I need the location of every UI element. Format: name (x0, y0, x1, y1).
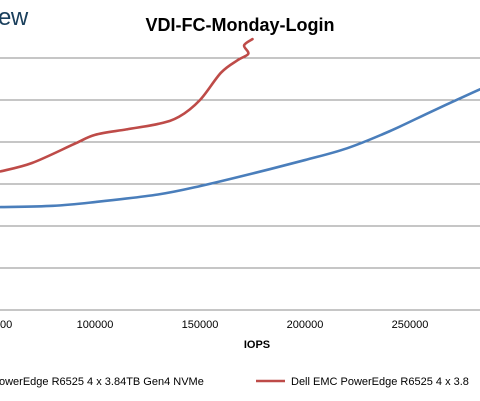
x-tick-label: 200000 (287, 319, 324, 331)
legend-label-series-1: owerEdge R6525 4 x 3.84TB Gen4 NVMe (0, 376, 204, 388)
x-tick-label: 150000 (182, 319, 219, 331)
series-line-1 (0, 87, 480, 209)
gridlines (0, 57, 480, 311)
legend: owerEdge R6525 4 x 3.84TB Gen4 NVMe Dell… (0, 376, 469, 388)
x-tick-labels: 00 100000 150000 200000 250000 (0, 319, 428, 331)
chart-title: VDI-FC-Monday-Login (145, 15, 335, 35)
x-tick-label: 00 (0, 319, 12, 331)
series-line-2 (0, 37, 254, 173)
x-tick-label: 100000 (77, 319, 114, 331)
x-tick-label: 250000 (392, 319, 429, 331)
series-lines (0, 37, 480, 209)
x-axis-label: IOPS (244, 339, 270, 351)
logo: ew (0, 4, 28, 31)
legend-label-series-2: Dell EMC PowerEdge R6525 4 x 3.8 (291, 376, 469, 388)
